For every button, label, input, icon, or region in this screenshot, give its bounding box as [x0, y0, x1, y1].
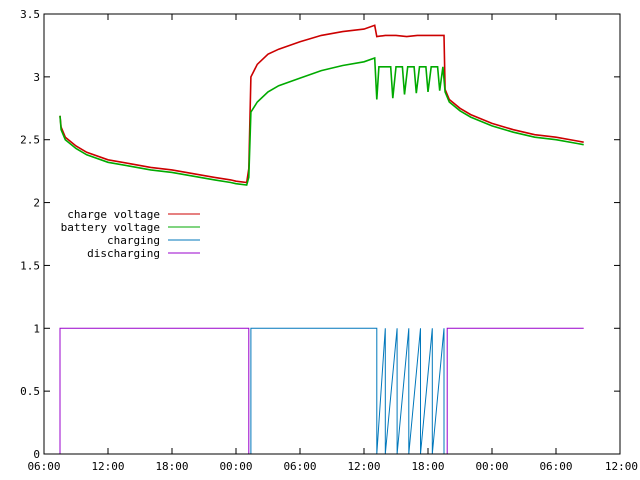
- x-tick-label: 00:00: [475, 460, 508, 473]
- series-line-charging: [250, 327, 445, 455]
- legend-label: battery voltage: [61, 221, 160, 234]
- plot-frame: [43, 13, 621, 455]
- x-tick-label: 06:00: [27, 460, 60, 473]
- y-tick-label: 1: [33, 322, 40, 335]
- series-line-battery-voltage: [59, 56, 584, 186]
- y-tick-label: 2: [33, 197, 40, 210]
- y-tick-label: 2.5: [20, 134, 40, 147]
- x-tick-label: 06:00: [283, 460, 316, 473]
- y-tick-label: 0: [33, 448, 40, 461]
- tick-layer: 0 0.5 1 1.5 2 2.5 3 3.5 06:00 12:00 18:00 00:00 06:0…: [20, 8, 638, 473]
- series-layer: [59, 24, 584, 455]
- x-tick-label: 12:00: [91, 460, 124, 473]
- x-tick-label: 12:00: [347, 460, 380, 473]
- x-tick-label: 06:00: [539, 460, 572, 473]
- x-tick-label: 18:00: [155, 460, 188, 473]
- y-tick-label: 1.5: [20, 259, 40, 272]
- legend-label: charge voltage: [67, 208, 160, 221]
- series-line-charge-voltage: [59, 24, 584, 184]
- x-tick-label: 18:00: [411, 460, 444, 473]
- y-tick-label: 3: [33, 71, 40, 84]
- legend-label: discharging: [87, 247, 160, 260]
- legend-label: charging: [107, 234, 160, 247]
- y-tick-label: 3.5: [20, 8, 40, 21]
- x-tick-label: 12:00: [605, 460, 638, 473]
- y-tick-label: 0.5: [20, 385, 40, 398]
- x-tick-label: 00:00: [219, 460, 252, 473]
